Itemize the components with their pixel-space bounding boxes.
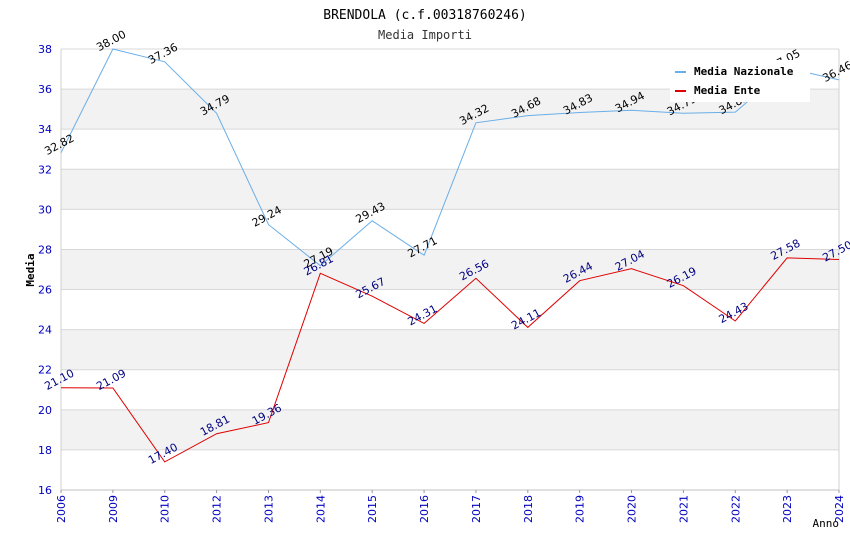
grid-lines	[60, 48, 840, 491]
x-tick-label: 2017	[470, 495, 483, 523]
y-tick-label: 30	[38, 203, 52, 216]
y-tick-label: 36	[38, 83, 52, 96]
chart-subtitle: Media Importi	[378, 28, 472, 42]
series-line-media-ente	[60, 257, 840, 463]
x-tick-label: 2022	[729, 495, 742, 523]
chart-title: BRENDOLA (c.f.00318760246)	[323, 8, 527, 23]
data-label: 36.46	[820, 59, 850, 85]
grid-band	[61, 409, 839, 450]
data-label: 24.43	[717, 300, 751, 326]
y-axis-label: Media	[24, 253, 37, 286]
x-tick-label: 2006	[55, 495, 68, 523]
y-axis-ticks: 16 18 20 22 24 26 28 30 32 34 36 38	[38, 43, 52, 497]
x-tick-label: 2021	[677, 495, 690, 523]
y-tick-label: 22	[38, 364, 52, 377]
y-tick-label: 18	[38, 444, 52, 457]
legend-label-media-ente: Media Ente	[694, 84, 761, 97]
x-tick-label: 2023	[781, 495, 794, 523]
legend-label-media-nazionale: Media Nazionale	[694, 65, 794, 78]
y-tick-label: 28	[38, 243, 52, 256]
x-tick-label: 2024	[833, 495, 846, 523]
x-tick-label: 2019	[574, 495, 587, 523]
y-tick-label: 16	[38, 484, 52, 497]
x-tick-label: 2020	[626, 495, 639, 523]
series-lines	[60, 48, 840, 463]
y-tick-label: 26	[38, 284, 52, 297]
y-tick-label: 24	[38, 324, 52, 337]
y-tick-label: 38	[38, 43, 52, 56]
y-tick-label: 34	[38, 123, 52, 136]
x-tick-label: 2009	[107, 495, 120, 523]
data-label: 38.00	[94, 28, 128, 54]
x-axis-label: Anno	[813, 517, 840, 530]
y-tick-label: 32	[38, 163, 52, 176]
data-label: 24.31	[405, 302, 439, 328]
legend-box	[670, 60, 810, 102]
legend: Media Nazionale Media Ente	[670, 60, 810, 102]
data-label: 37.36	[146, 41, 180, 67]
grid-band	[61, 329, 839, 370]
data-label: 21.09	[94, 367, 128, 393]
x-tick-label: 2014	[314, 495, 327, 523]
x-tick-label: 2015	[366, 495, 379, 523]
series-line-media-nazionale	[60, 48, 840, 267]
y-tick-label: 20	[38, 404, 52, 417]
grid-bands	[61, 89, 839, 450]
grid-band	[61, 249, 839, 290]
x-tick-label: 2018	[522, 495, 535, 523]
x-tick-label: 2012	[211, 495, 224, 523]
x-tick-label: 2016	[418, 495, 431, 523]
x-tick-label: 2010	[159, 495, 172, 523]
x-tick-label: 2013	[262, 495, 275, 523]
x-axis-ticks: 2006 2009 2010 2012 2013 2014 2015 2016 2017 2018…	[55, 490, 846, 523]
data-label: 24.11	[509, 306, 543, 332]
